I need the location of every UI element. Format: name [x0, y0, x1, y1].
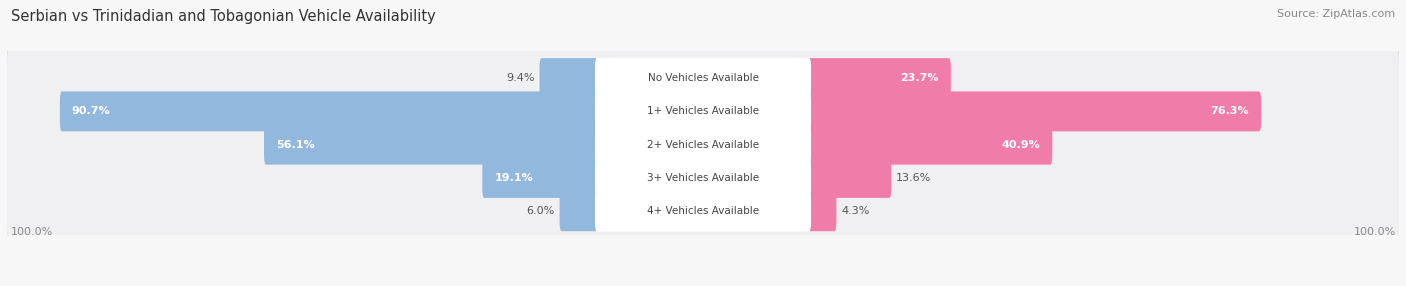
FancyBboxPatch shape: [60, 92, 599, 131]
FancyBboxPatch shape: [807, 158, 891, 198]
Text: 2+ Vehicles Available: 2+ Vehicles Available: [647, 140, 759, 150]
Text: 6.0%: 6.0%: [527, 206, 555, 216]
Text: 13.6%: 13.6%: [896, 173, 931, 183]
Text: 76.3%: 76.3%: [1211, 106, 1249, 116]
FancyBboxPatch shape: [482, 158, 599, 198]
FancyBboxPatch shape: [560, 191, 599, 231]
FancyBboxPatch shape: [807, 92, 1261, 131]
FancyBboxPatch shape: [807, 58, 950, 98]
FancyBboxPatch shape: [6, 146, 1400, 210]
Text: 90.7%: 90.7%: [72, 106, 111, 116]
Text: 19.1%: 19.1%: [495, 173, 533, 183]
Text: 23.7%: 23.7%: [900, 73, 939, 83]
Text: 1+ Vehicles Available: 1+ Vehicles Available: [647, 106, 759, 116]
FancyBboxPatch shape: [6, 113, 1400, 177]
FancyBboxPatch shape: [807, 125, 1052, 165]
FancyBboxPatch shape: [595, 191, 811, 232]
FancyBboxPatch shape: [6, 179, 1400, 243]
Text: 9.4%: 9.4%: [506, 73, 534, 83]
FancyBboxPatch shape: [6, 80, 1400, 143]
FancyBboxPatch shape: [7, 47, 1399, 109]
Text: No Vehicles Available: No Vehicles Available: [648, 73, 758, 83]
FancyBboxPatch shape: [595, 91, 811, 132]
FancyBboxPatch shape: [595, 124, 811, 165]
FancyBboxPatch shape: [540, 58, 599, 98]
Text: Source: ZipAtlas.com: Source: ZipAtlas.com: [1277, 9, 1395, 19]
Text: 40.9%: 40.9%: [1001, 140, 1040, 150]
Text: 56.1%: 56.1%: [276, 140, 315, 150]
Text: 4.3%: 4.3%: [841, 206, 869, 216]
FancyBboxPatch shape: [7, 180, 1399, 242]
FancyBboxPatch shape: [7, 81, 1399, 142]
Text: 4+ Vehicles Available: 4+ Vehicles Available: [647, 206, 759, 216]
Text: 100.0%: 100.0%: [1354, 227, 1396, 237]
FancyBboxPatch shape: [6, 46, 1400, 110]
FancyBboxPatch shape: [595, 58, 811, 98]
Text: 3+ Vehicles Available: 3+ Vehicles Available: [647, 173, 759, 183]
FancyBboxPatch shape: [595, 158, 811, 198]
Text: Serbian vs Trinidadian and Tobagonian Vehicle Availability: Serbian vs Trinidadian and Tobagonian Ve…: [11, 9, 436, 23]
FancyBboxPatch shape: [264, 125, 599, 165]
FancyBboxPatch shape: [7, 147, 1399, 208]
FancyBboxPatch shape: [807, 191, 837, 231]
FancyBboxPatch shape: [7, 114, 1399, 175]
Text: 100.0%: 100.0%: [10, 227, 52, 237]
